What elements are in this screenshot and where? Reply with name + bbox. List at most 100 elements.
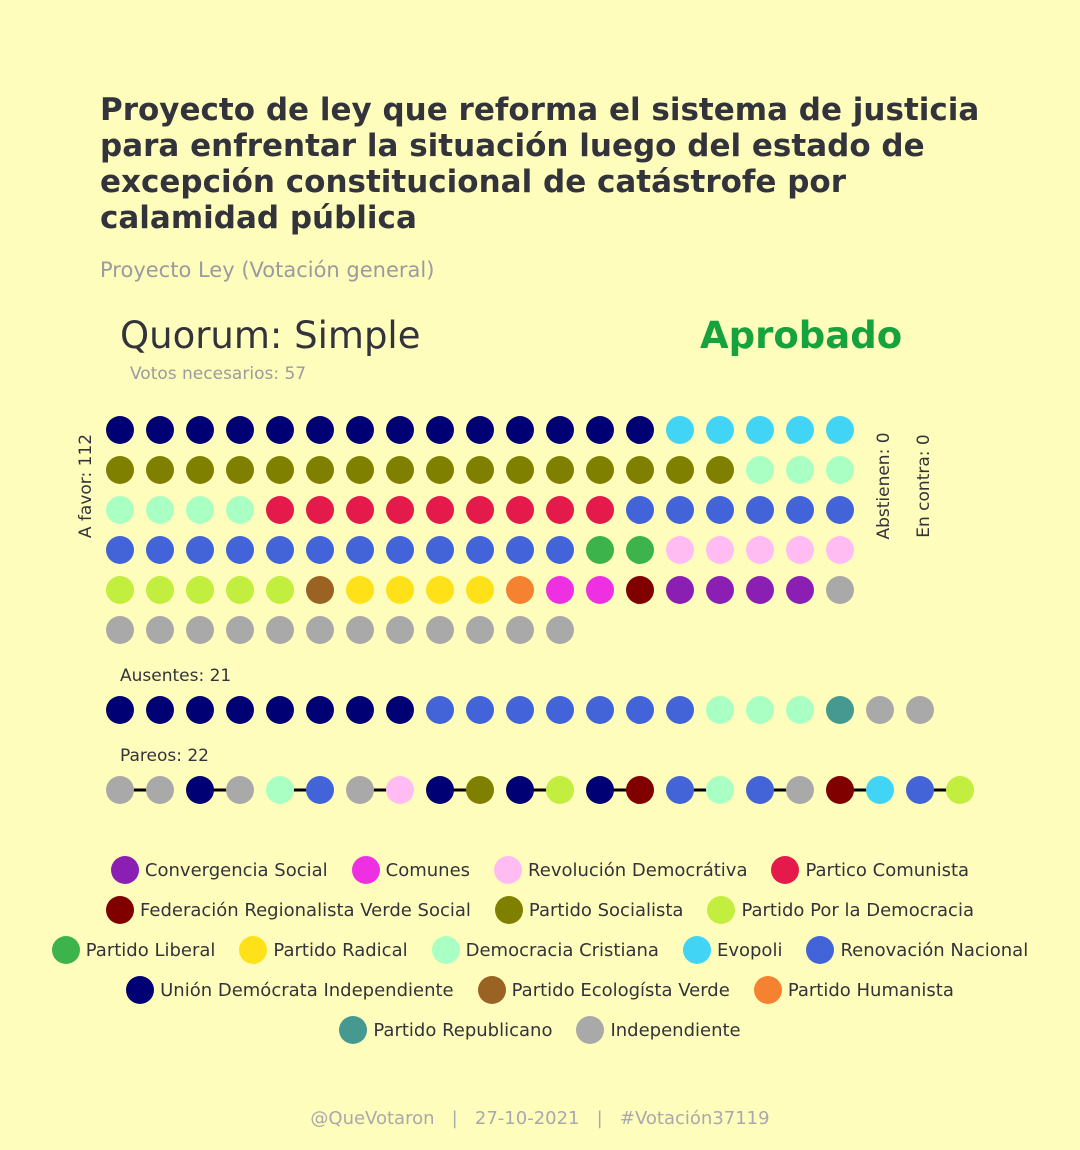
- ausente-dot: [506, 696, 534, 724]
- a-favor-dot: [146, 416, 174, 444]
- a-favor-dot: [706, 416, 734, 444]
- legend-label: Comunes: [385, 859, 471, 881]
- a-favor-dot: [826, 536, 854, 564]
- a-favor-dot: [626, 416, 654, 444]
- legend-item: Partido Republicano: [339, 1016, 552, 1044]
- legend-swatch: [477, 976, 506, 1004]
- a-favor-dot: [266, 496, 294, 524]
- a-favor-dot: [626, 496, 654, 524]
- a-favor-dot: [826, 416, 854, 444]
- ausentes-label: Ausentes: 21: [120, 666, 232, 686]
- pareo-dot: [106, 776, 134, 804]
- pareo-dot: [666, 776, 694, 804]
- legend-swatch: [126, 976, 155, 1004]
- pareo-dot: [226, 776, 254, 804]
- a-favor-dot: [466, 536, 494, 564]
- votes-needed-label: Votos necesarios: 57: [130, 364, 307, 384]
- ausente-dot: [226, 696, 254, 724]
- legend-swatch: [239, 936, 268, 964]
- a-favor-dot: [266, 536, 294, 564]
- a-favor-dot: [706, 496, 734, 524]
- legend-label: Democracia Cristiana: [465, 939, 659, 961]
- quorum-label: Quorum: Simple: [120, 314, 421, 357]
- a-favor-dot: [586, 536, 614, 564]
- legend-item: Federación Regionalista Verde Social: [106, 896, 471, 924]
- ausente-dot: [466, 696, 494, 724]
- page-title: Proyecto de ley que reforma el sistema d…: [100, 92, 980, 236]
- a-favor-dot: [666, 496, 694, 524]
- pareo-dot: [626, 776, 654, 804]
- legend-label: Federación Regionalista Verde Social: [140, 899, 471, 921]
- a-favor-dot: [586, 496, 614, 524]
- legend-label: Partido Republicano: [373, 1019, 553, 1041]
- pareo-dot: [386, 776, 414, 804]
- legend-item: Partido Ecologísta Verde: [477, 976, 730, 1004]
- a-favor-dot: [106, 456, 134, 484]
- a-favor-dot: [426, 416, 454, 444]
- legend-item: Revolución Democrátiva: [494, 856, 747, 884]
- legend-label: Unión Demócrata Independiente: [160, 979, 454, 1001]
- footer: @QueVotaron | 27-10-2021 | #Votación3711…: [310, 1108, 770, 1129]
- pareo-dot: [426, 776, 454, 804]
- a-favor-dot: [266, 416, 294, 444]
- a-favor-dot: [626, 536, 654, 564]
- ausente-dot: [626, 696, 654, 724]
- ausente-dot: [106, 696, 134, 724]
- ausente-dot: [266, 696, 294, 724]
- ausente-dot: [786, 696, 814, 724]
- vote-dot-matrix: [106, 416, 974, 804]
- a-favor-dot: [466, 496, 494, 524]
- a-favor-dot: [666, 536, 694, 564]
- a-favor-dot: [386, 456, 414, 484]
- legend-item: Democracia Cristiana: [431, 936, 659, 964]
- ausente-dot: [706, 696, 734, 724]
- a-favor-dot: [546, 616, 574, 644]
- a-favor-dot: [106, 536, 134, 564]
- a-favor-dot: [786, 416, 814, 444]
- a-favor-dot: [226, 456, 254, 484]
- a-favor-dot: [826, 576, 854, 604]
- a-favor-dot: [666, 456, 694, 484]
- a-favor-dot: [466, 456, 494, 484]
- legend-row: Partido Liberal Partido Radical Democracia…: [30, 930, 1050, 970]
- a-favor-dot: [306, 536, 334, 564]
- a-favor-dot: [586, 456, 614, 484]
- a-favor-dot: [146, 536, 174, 564]
- a-favor-dot: [466, 416, 494, 444]
- legend-label: Convergencia Social: [144, 859, 328, 881]
- a-favor-dot: [506, 496, 534, 524]
- a-favor-dot: [386, 416, 414, 444]
- a-favor-dot: [746, 416, 774, 444]
- pareo-dot: [746, 776, 774, 804]
- legend-item: Partido Radical: [239, 936, 408, 964]
- a-favor-dot: [586, 576, 614, 604]
- ausente-dot: [666, 696, 694, 724]
- a-favor-dot: [306, 576, 334, 604]
- legend-item: Partido Liberal: [51, 936, 215, 964]
- legend-swatch: [753, 976, 782, 1004]
- a-favor-dot: [786, 536, 814, 564]
- a-favor-dot: [706, 576, 734, 604]
- legend-label: Partido Por la Democracia: [741, 899, 974, 921]
- a-favor-dot: [346, 536, 374, 564]
- a-favor-dot: [106, 416, 134, 444]
- a-favor-dot: [466, 616, 494, 644]
- a-favor-dot: [186, 536, 214, 564]
- a-favor-dot: [826, 496, 854, 524]
- a-favor-dot: [786, 576, 814, 604]
- legend-label: Independiente: [610, 1019, 741, 1041]
- pareo-dot: [546, 776, 574, 804]
- pareo-dot: [466, 776, 494, 804]
- a-favor-dot: [186, 496, 214, 524]
- a-favor-dot: [546, 456, 574, 484]
- a-favor-dot: [426, 536, 454, 564]
- legend-label: Renovación Nacional: [840, 939, 1029, 961]
- a-favor-dot: [426, 496, 454, 524]
- a-favor-dot: [186, 416, 214, 444]
- a-favor-dot: [306, 416, 334, 444]
- legend-item: Convergencia Social: [110, 856, 328, 884]
- a-favor-dot: [106, 496, 134, 524]
- a-favor-dot: [146, 616, 174, 644]
- a-favor-dot: [546, 536, 574, 564]
- a-favor-dot: [386, 536, 414, 564]
